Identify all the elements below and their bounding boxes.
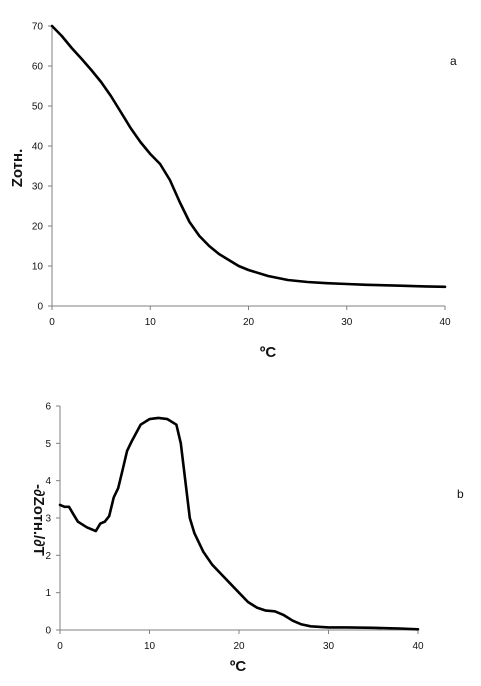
chart-panel-a: a ºC Zотн. 0 10 20 30 40 50 60 70 0 10 20 30 40: [9, 22, 457, 362]
panel-a-y-tick-label: 60: [32, 62, 44, 73]
panel-a-label: a: [450, 54, 457, 68]
panel-a-y-tick-label: 0: [37, 302, 43, 313]
panel-b-y-tick-label: 0: [45, 626, 51, 637]
panel-a-y-tick-label: 30: [32, 182, 44, 193]
panel-b-y-tick-label: 2: [45, 551, 51, 562]
panel-b-y-tick-label: 3: [45, 514, 51, 525]
panel-b-y-tick-label: 6: [45, 402, 51, 413]
panel-a-y-tick-label: 50: [32, 102, 44, 113]
panel-b-series-line: [58, 416, 420, 631]
panel-b-label: b: [457, 487, 464, 501]
panel-b-x-tick-label: 30: [323, 641, 335, 652]
panel-a-ticks: 0 10 20 30 40 50 60 70 0 10 20 30 40: [32, 22, 451, 329]
panel-b-x-tick-label: 20: [233, 641, 245, 652]
panel-a-series-line: [50, 24, 447, 289]
panel-a-x-tick-label: 10: [145, 317, 157, 328]
panel-b-x-tick-label: 40: [412, 641, 424, 652]
panel-a-x-tick-label: 20: [243, 317, 255, 328]
panel-b-ticks: 0 1 2 3 4 5 6 0 10 20 30 40: [45, 402, 424, 653]
panel-b-y-tick-label: 1: [45, 588, 51, 599]
panel-a-y-tick-label: 10: [32, 262, 44, 273]
panel-b-y-tick-label: 5: [45, 439, 51, 450]
panel-a-y-tick-label: 40: [32, 142, 44, 153]
panel-b-x-tick-label: 0: [57, 641, 63, 652]
panel-a-y-tick-label: 20: [32, 222, 44, 233]
panel-b-y-tick-label: 4: [45, 476, 51, 487]
panel-a-x-axis-title: ºC: [260, 344, 276, 361]
chart-panel-b: b ºC -∂Zотн./∂T 0 1 2 3 4 5 6 0 10 20 30 40: [30, 402, 464, 676]
panel-a-y-tick-label: 70: [32, 22, 44, 33]
panel-a-y-axis-title: Zотн.: [9, 149, 26, 188]
panel-a-x-tick-label: 30: [341, 317, 353, 328]
panel-a-x-tick-label: 40: [439, 317, 451, 328]
panel-b-y-axis-title: -∂Zотн./∂T: [30, 484, 47, 556]
panel-a-x-tick-label: 0: [49, 317, 55, 328]
panel-b-x-tick-label: 10: [144, 641, 156, 652]
panel-b-x-axis-title: ºC: [230, 658, 246, 675]
